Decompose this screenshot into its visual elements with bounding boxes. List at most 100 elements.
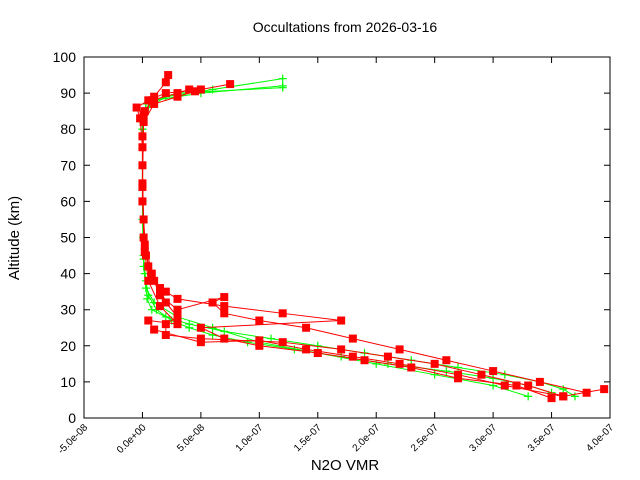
- data-point-square: [337, 345, 346, 354]
- data-point-square: [220, 334, 229, 343]
- data-point-square: [208, 298, 217, 307]
- data-point-plus: [570, 392, 579, 401]
- data-point-square: [395, 359, 404, 368]
- data-point-square: [348, 334, 357, 343]
- series-1-profile-2-line: [141, 89, 587, 394]
- y-tick-label: 20: [60, 338, 76, 354]
- data-point-square: [454, 370, 463, 379]
- x-tick-label: -5.0e-08: [56, 422, 90, 456]
- data-point-plus: [208, 330, 217, 339]
- data-point-square: [191, 87, 200, 96]
- y-tick-label: 30: [60, 302, 76, 318]
- data-point-square: [360, 356, 369, 365]
- y-tick-label: 70: [60, 157, 76, 173]
- data-point-square: [196, 85, 205, 94]
- series-0-profile-2-line: [141, 87, 529, 397]
- data-point-square: [161, 320, 170, 329]
- y-tick-label: 0: [68, 410, 76, 426]
- data-point-square: [144, 316, 153, 325]
- x-tick-label: 1.0e-07: [234, 422, 266, 454]
- data-point-square: [173, 294, 182, 303]
- data-point-square: [138, 197, 147, 206]
- y-tick-label: 90: [60, 85, 76, 101]
- series-1-profile-1-line: [141, 74, 552, 399]
- data-point-square: [582, 388, 591, 397]
- y-axis-label: Altitude (km): [6, 196, 23, 280]
- data-point-plus: [372, 359, 381, 368]
- x-tick-label: 2.0e-07: [351, 422, 383, 454]
- y-tick-label: 100: [53, 49, 77, 65]
- data-point-square: [220, 302, 229, 311]
- data-point-square: [407, 363, 416, 372]
- series-1-profile-0-line: [136, 83, 605, 397]
- y-tick-label: 50: [60, 230, 76, 246]
- data-point-square: [139, 117, 148, 126]
- data-point-plus: [278, 83, 287, 92]
- y-tick-label: 40: [60, 266, 76, 282]
- data-point-square: [226, 80, 235, 89]
- data-point-square: [161, 298, 170, 307]
- data-point-square: [524, 381, 533, 390]
- data-point-square: [155, 284, 164, 293]
- data-point-square: [500, 381, 509, 390]
- data-point-plus: [559, 385, 568, 394]
- data-point-square: [173, 312, 182, 321]
- data-point-square: [161, 330, 170, 339]
- data-point-square: [489, 367, 498, 376]
- data-point-square: [302, 345, 311, 354]
- data-point-square: [220, 293, 229, 302]
- data-point-square: [255, 341, 264, 350]
- series-0-profile-0-line: [141, 85, 576, 397]
- data-point-square: [302, 323, 311, 332]
- data-point-square: [138, 132, 147, 141]
- data-point-square: [547, 394, 556, 403]
- data-point-square: [220, 309, 229, 318]
- y-tick-label: 80: [60, 121, 76, 137]
- data-point-square: [173, 305, 182, 314]
- data-point-square: [173, 320, 182, 329]
- data-point-square: [161, 287, 170, 296]
- data-point-square: [337, 316, 346, 325]
- data-point-square: [139, 233, 148, 242]
- x-tick-label: 5.0e-08: [175, 422, 207, 454]
- x-tick-label: 3.5e-07: [526, 422, 558, 454]
- data-point-square: [185, 85, 194, 94]
- data-point-square: [430, 359, 439, 368]
- y-tick-label: 10: [60, 374, 76, 390]
- data-point-square: [144, 262, 153, 271]
- x-tick-label: 4.0e-07: [584, 422, 616, 454]
- chart-title: Occultations from 2026-03-16: [253, 19, 438, 35]
- data-point-plus: [454, 363, 463, 372]
- data-point-square: [348, 352, 357, 361]
- data-point-square: [150, 325, 159, 334]
- data-point-square: [383, 352, 392, 361]
- y-tick-label: 60: [60, 193, 76, 209]
- data-point-square: [161, 89, 170, 98]
- data-point-square: [139, 110, 148, 119]
- data-point-square: [196, 338, 205, 347]
- data-point-plus: [278, 74, 287, 83]
- data-point-square: [132, 103, 141, 112]
- data-point-square: [140, 247, 149, 256]
- data-point-plus: [243, 338, 252, 347]
- data-point-plus: [430, 370, 439, 379]
- data-point-square: [600, 385, 609, 394]
- data-point-square: [144, 276, 153, 285]
- data-point-square: [559, 392, 568, 401]
- data-point-square: [278, 338, 287, 347]
- data-point-square: [150, 99, 159, 108]
- data-point-square: [155, 302, 164, 311]
- data-point-plus: [185, 323, 194, 332]
- data-point-square: [155, 291, 164, 300]
- plot-frame: [83, 56, 611, 419]
- data-point-square: [395, 345, 404, 354]
- data-point-square: [138, 182, 147, 191]
- x-tick-label: 0.0e+00: [115, 422, 149, 456]
- data-point-plus: [442, 367, 451, 376]
- data-point-square: [477, 370, 486, 379]
- data-point-square: [442, 356, 451, 365]
- data-point-plus: [141, 284, 150, 293]
- data-point-square: [255, 316, 264, 325]
- x-axis-label: N2O VMR: [311, 457, 380, 474]
